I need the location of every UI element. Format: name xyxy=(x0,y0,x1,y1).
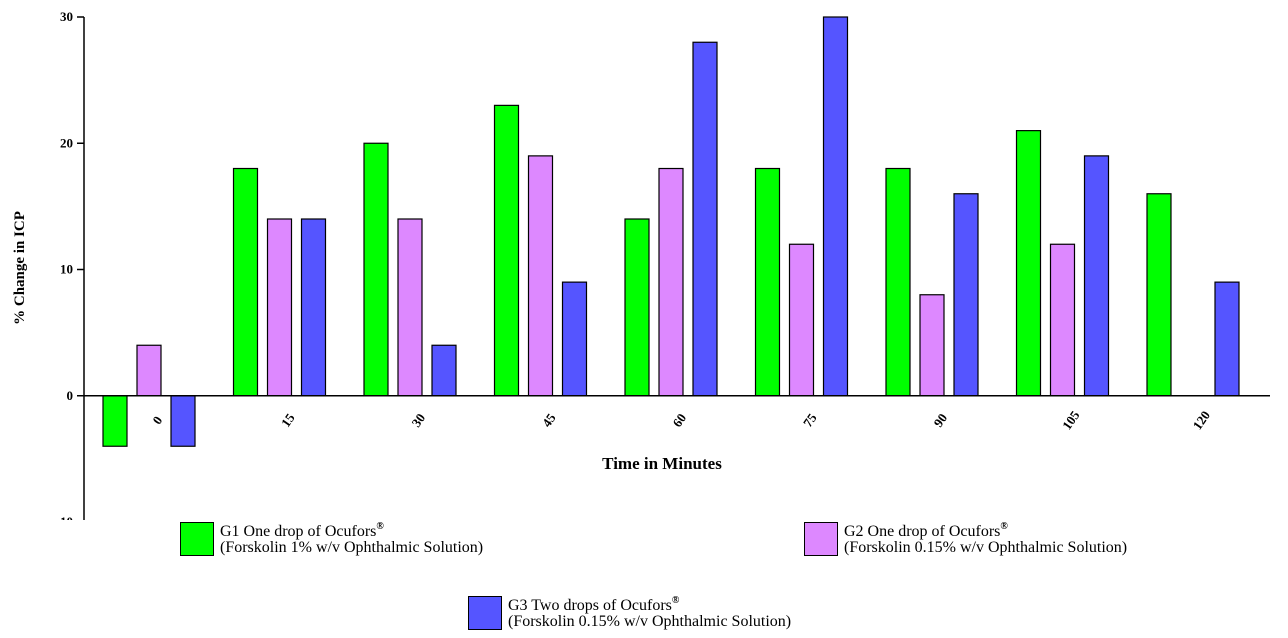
y-tick-label: 30 xyxy=(60,9,73,24)
bar-g1-t105 xyxy=(1015,130,1042,397)
legend-detail-g3: (Forskolin 0.15% w/v Ophthalmic Solution… xyxy=(508,613,792,630)
x-tick-label: 15 xyxy=(278,410,298,430)
bar-g1-t45 xyxy=(493,104,520,397)
y-axis-ticks: -10 0 10 20 30 xyxy=(56,9,84,520)
y-tick-label: 10 xyxy=(60,262,73,277)
bar-g1-t30 xyxy=(363,142,389,397)
legend-swatch-g3 xyxy=(468,596,502,630)
bar-g2-t45 xyxy=(527,155,554,397)
legend-label-g2: G2 One drop of Ocufors® (Forskolin 0.15%… xyxy=(844,521,1128,556)
bar-g2-t105 xyxy=(1049,243,1076,397)
x-tick-label: 90 xyxy=(930,411,950,430)
y-tick-label: -10 xyxy=(56,514,73,520)
y-tick-label: 0 xyxy=(67,388,74,403)
bar-g1-t120 xyxy=(1146,193,1172,397)
bar-g2-t30 xyxy=(397,218,423,397)
bar-g3-t75 xyxy=(822,16,849,397)
legend-detail-g1: (Forskolin 1% w/v Ophthalmic Solution) xyxy=(220,539,484,556)
bar-g2-t15 xyxy=(266,218,293,397)
bar-g3-t105 xyxy=(1083,155,1110,397)
x-tick-label: 105 xyxy=(1059,407,1083,432)
registered-mark: ® xyxy=(671,595,680,606)
bar-g1-t75 xyxy=(754,167,781,397)
x-tick-label: 75 xyxy=(800,410,820,430)
bar-g1-t15 xyxy=(232,167,259,397)
bar-g3-t45 xyxy=(561,281,588,397)
bar-g3-t15 xyxy=(300,218,327,397)
bar-g3-t60 xyxy=(692,41,718,397)
registered-mark: ® xyxy=(376,521,384,532)
bar-g2-t60 xyxy=(658,167,684,397)
legend-label-g3: G3 Two drops of Ocufors® (Forskolin 0.15… xyxy=(508,595,792,630)
legend-swatch-g2 xyxy=(804,522,838,556)
bars-group xyxy=(102,16,1240,447)
bar-g2-t0 xyxy=(136,344,162,397)
x-tick-label: 30 xyxy=(408,411,428,430)
bar-chart: -10 0 10 20 30 0 15 30 45 60 75 90 105 120 % Change … xyxy=(12,9,1270,520)
x-tick-label: 0 xyxy=(149,413,165,427)
x-tick-label: 45 xyxy=(539,410,559,430)
bar-g1-t60 xyxy=(624,218,650,397)
y-tick-label: 20 xyxy=(60,135,73,150)
x-tick-label: 60 xyxy=(669,411,689,430)
legend-name-g1: G1 One drop of Ocufors xyxy=(220,523,377,540)
registered-mark: ® xyxy=(1000,521,1008,532)
bar-g1-t90 xyxy=(885,167,911,397)
legend-swatch-g1 xyxy=(180,522,214,556)
bar-g3-t0 xyxy=(170,395,196,447)
x-axis-title: Time in Minutes xyxy=(602,454,722,473)
legend-name-g3: G3 Two drops of Ocufors xyxy=(508,597,672,614)
x-tick-label: 120 xyxy=(1190,408,1213,433)
legend-label-g1: G1 One drop of Ocufors® (Forskolin 1% w/… xyxy=(220,521,484,556)
bar-g2-t75 xyxy=(788,243,815,397)
legend-detail-g2: (Forskolin 0.15% w/v Ophthalmic Solution… xyxy=(844,539,1128,556)
y-axis-title: % Change in ICP xyxy=(12,211,28,325)
legend-name-g2: G2 One drop of Ocufors xyxy=(844,523,1001,540)
bar-g2-t90 xyxy=(919,294,945,397)
bar-g1-t0 xyxy=(102,395,128,447)
bar-g3-t90 xyxy=(953,193,979,397)
bar-g3-t30 xyxy=(431,344,457,397)
x-axis-ticks: 0 15 30 45 60 75 90 105 120 xyxy=(149,407,1213,432)
bar-g3-t120 xyxy=(1214,281,1240,397)
